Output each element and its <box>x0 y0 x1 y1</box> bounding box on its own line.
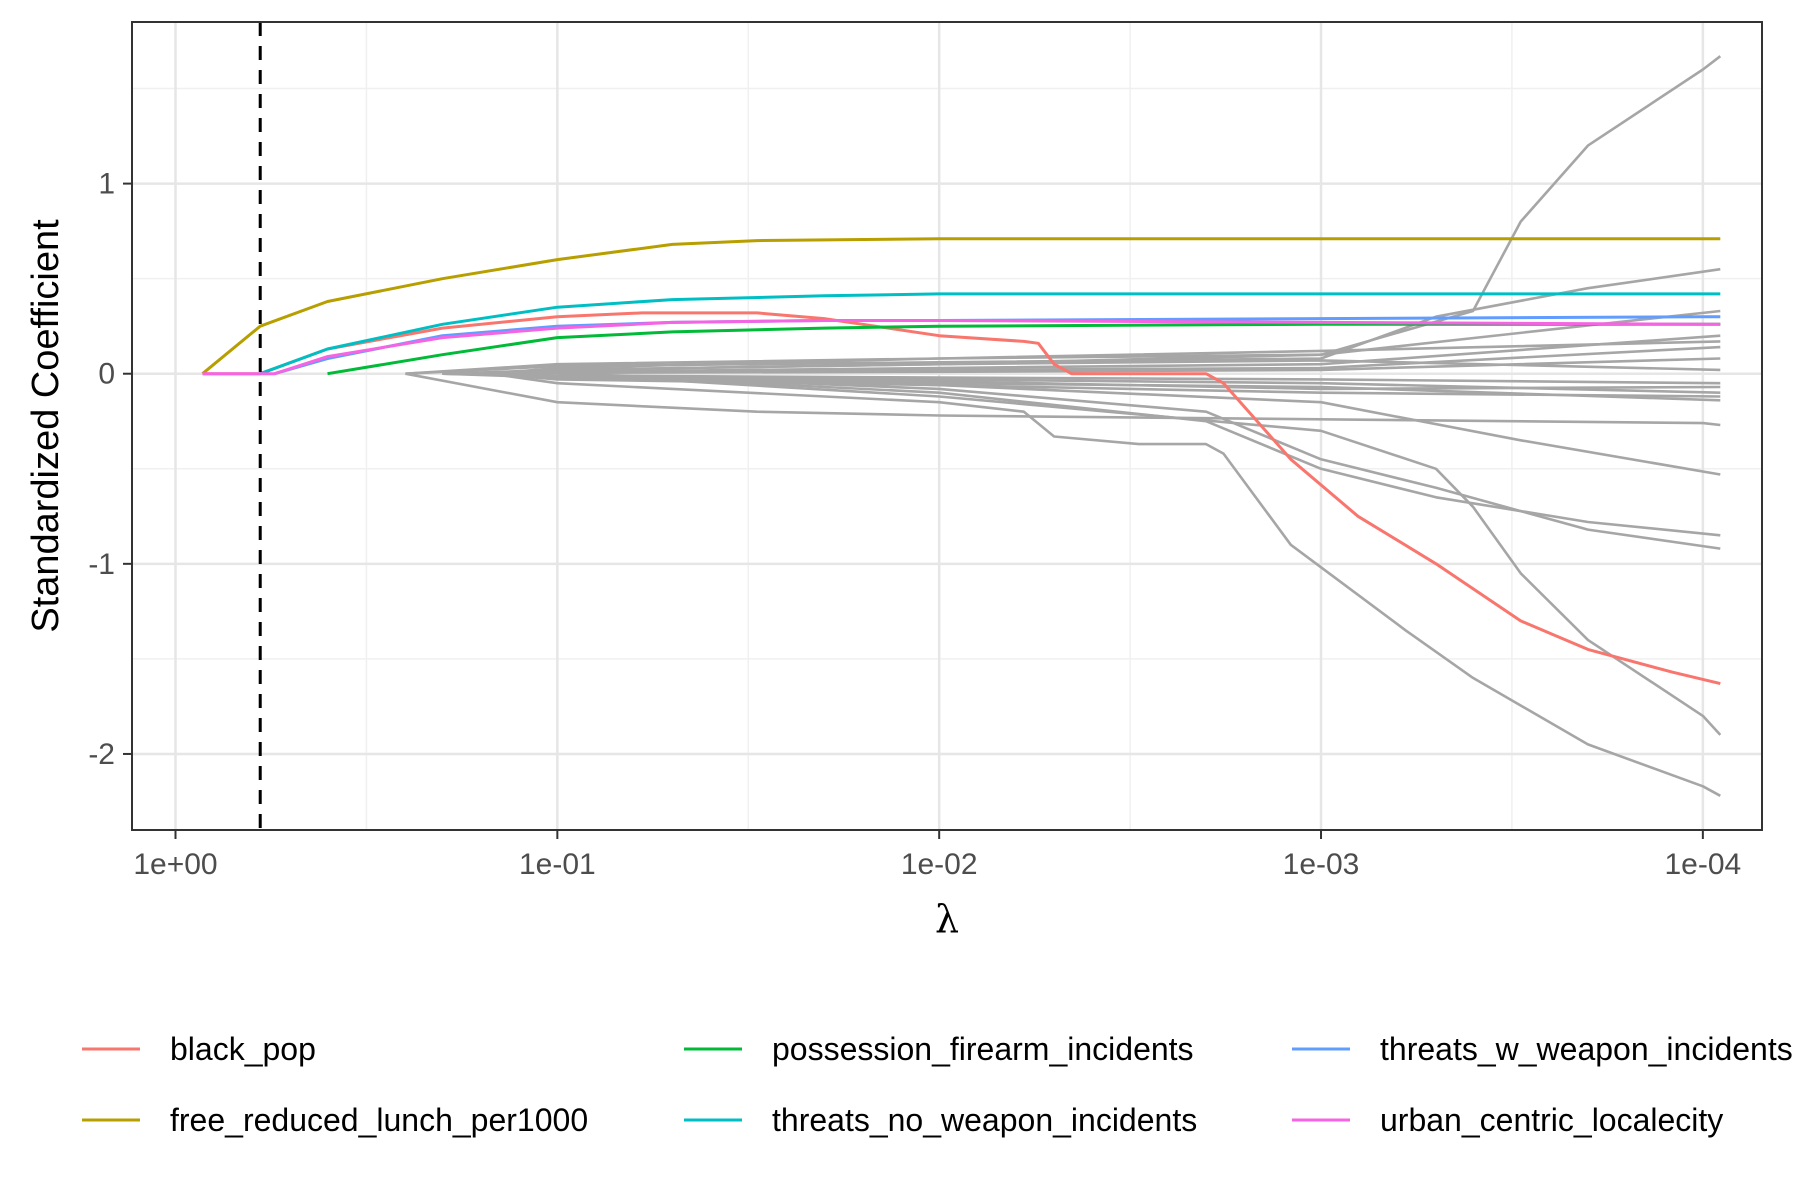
legend-item-free_reduced_lunch_per1000: free_reduced_lunch_per1000 <box>82 1102 588 1138</box>
y-axis-title: Standardized Coefficient <box>25 219 67 633</box>
panel-border <box>131 21 1763 831</box>
series-line-black_pop <box>202 311 1721 686</box>
background-series-line <box>490 359 1721 375</box>
x-tick-label: 1e-04 <box>1664 848 1741 881</box>
x-tick-label: 1e-01 <box>519 848 596 881</box>
background-series-line <box>490 372 1721 391</box>
y-tick-label: -1 <box>88 548 115 581</box>
legend-label: possession_firearm_incidents <box>772 1031 1194 1067</box>
series-line-possession_firearm_incidents <box>327 322 1721 376</box>
y-tick-label: 0 <box>98 358 115 391</box>
y-tick-label: -2 <box>88 738 115 771</box>
background-series-line <box>489 372 1721 797</box>
series-line-free_reduced_lunch_per1000 <box>201 237 1721 375</box>
series-line-threats_no_weapon_incidents <box>259 292 1721 376</box>
background-series-line <box>557 372 1722 736</box>
x-tick-label: 1e+00 <box>133 848 217 881</box>
background-series-line <box>557 372 1721 550</box>
legend-item-urban_centric_localecity: urban_centric_localecity <box>1292 1102 1723 1138</box>
background-series-line <box>405 372 1721 427</box>
legend-label: threats_w_weapon_incidents <box>1380 1031 1793 1067</box>
background-series-line <box>557 372 1721 537</box>
x-tick-label: 1e-02 <box>901 848 978 881</box>
legend-item-possession_firearm_incidents: possession_firearm_incidents <box>684 1031 1194 1067</box>
legend-label: free_reduced_lunch_per1000 <box>170 1102 588 1138</box>
legend-item-black_pop: black_pop <box>82 1031 316 1067</box>
highlighted-series-layer <box>201 237 1721 686</box>
grid-layer <box>132 22 1762 830</box>
x-tick-label: 1e-03 <box>1283 848 1360 881</box>
legend-label: urban_centric_localecity <box>1380 1102 1723 1138</box>
series-line-urban_centric_localecity <box>202 319 1721 376</box>
legend-item-threats_w_weapon_incidents: threats_w_weapon_incidents <box>1292 1031 1793 1067</box>
x-axis-title: λ <box>935 897 959 941</box>
legend: black_pop free_reduced_lunch_per1000 posse… <box>82 1031 1793 1138</box>
background-series-layer <box>405 55 1722 797</box>
axis-ticks: 1e+00 1e-01 1e-02 1e-03 1e-04 -2 -1 0 1 <box>88 168 1741 881</box>
legend-item-threats_no_weapon_incidents: threats_no_weapon_incidents <box>684 1102 1197 1138</box>
legend-label: threats_no_weapon_incidents <box>772 1102 1197 1138</box>
y-tick-label: 1 <box>98 168 115 201</box>
background-series-line <box>405 267 1721 375</box>
legend-label: black_pop <box>170 1031 316 1067</box>
